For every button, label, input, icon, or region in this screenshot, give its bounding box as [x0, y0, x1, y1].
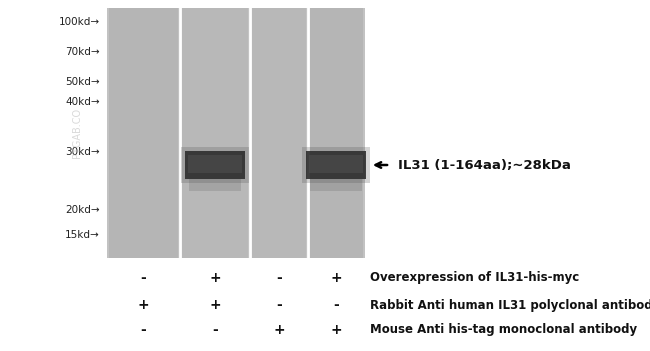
Bar — [306, 8, 308, 258]
Text: 40kd→: 40kd→ — [66, 97, 100, 107]
Bar — [181, 147, 249, 183]
Bar — [180, 8, 182, 258]
Text: 70kd→: 70kd→ — [66, 47, 100, 57]
Bar — [309, 155, 363, 173]
Bar — [107, 8, 180, 258]
Bar — [250, 8, 308, 258]
Text: -: - — [333, 298, 339, 312]
Text: 15kd→: 15kd→ — [65, 230, 100, 240]
Text: +: + — [209, 298, 221, 312]
Text: Rabbit Anti human IL31 polyclonal antibody: Rabbit Anti human IL31 polyclonal antibo… — [370, 298, 650, 311]
Bar — [310, 179, 362, 191]
Bar — [308, 8, 365, 258]
Bar — [180, 8, 250, 258]
Text: -: - — [276, 298, 282, 312]
Text: 50kd→: 50kd→ — [66, 77, 100, 87]
Bar — [250, 8, 252, 258]
Bar — [308, 8, 310, 258]
Text: -: - — [140, 271, 146, 285]
Text: +: + — [273, 323, 285, 337]
Bar — [189, 179, 241, 191]
Bar — [185, 151, 245, 179]
Text: 100kd→: 100kd→ — [59, 17, 100, 27]
Text: +: + — [209, 271, 221, 285]
Text: 30kd→: 30kd→ — [66, 147, 100, 157]
Text: -: - — [212, 323, 218, 337]
Text: 20kd→: 20kd→ — [66, 205, 100, 215]
Text: -: - — [140, 323, 146, 337]
Bar — [107, 8, 109, 258]
Bar — [188, 155, 242, 173]
Bar — [363, 8, 365, 258]
Bar — [306, 151, 366, 179]
Bar — [178, 8, 180, 258]
Text: -: - — [276, 271, 282, 285]
Text: Mouse Anti his-tag monoclonal antibody: Mouse Anti his-tag monoclonal antibody — [370, 324, 637, 337]
Text: IL31 (1-164aa);∼28kDa: IL31 (1-164aa);∼28kDa — [398, 159, 571, 172]
Bar — [248, 8, 250, 258]
Text: +: + — [330, 323, 342, 337]
Text: +: + — [330, 271, 342, 285]
Text: +: + — [137, 298, 149, 312]
Bar — [302, 147, 370, 183]
Text: Overexpression of IL31-his-myc: Overexpression of IL31-his-myc — [370, 272, 579, 285]
Text: PTGAB.CO: PTGAB.CO — [72, 108, 82, 158]
